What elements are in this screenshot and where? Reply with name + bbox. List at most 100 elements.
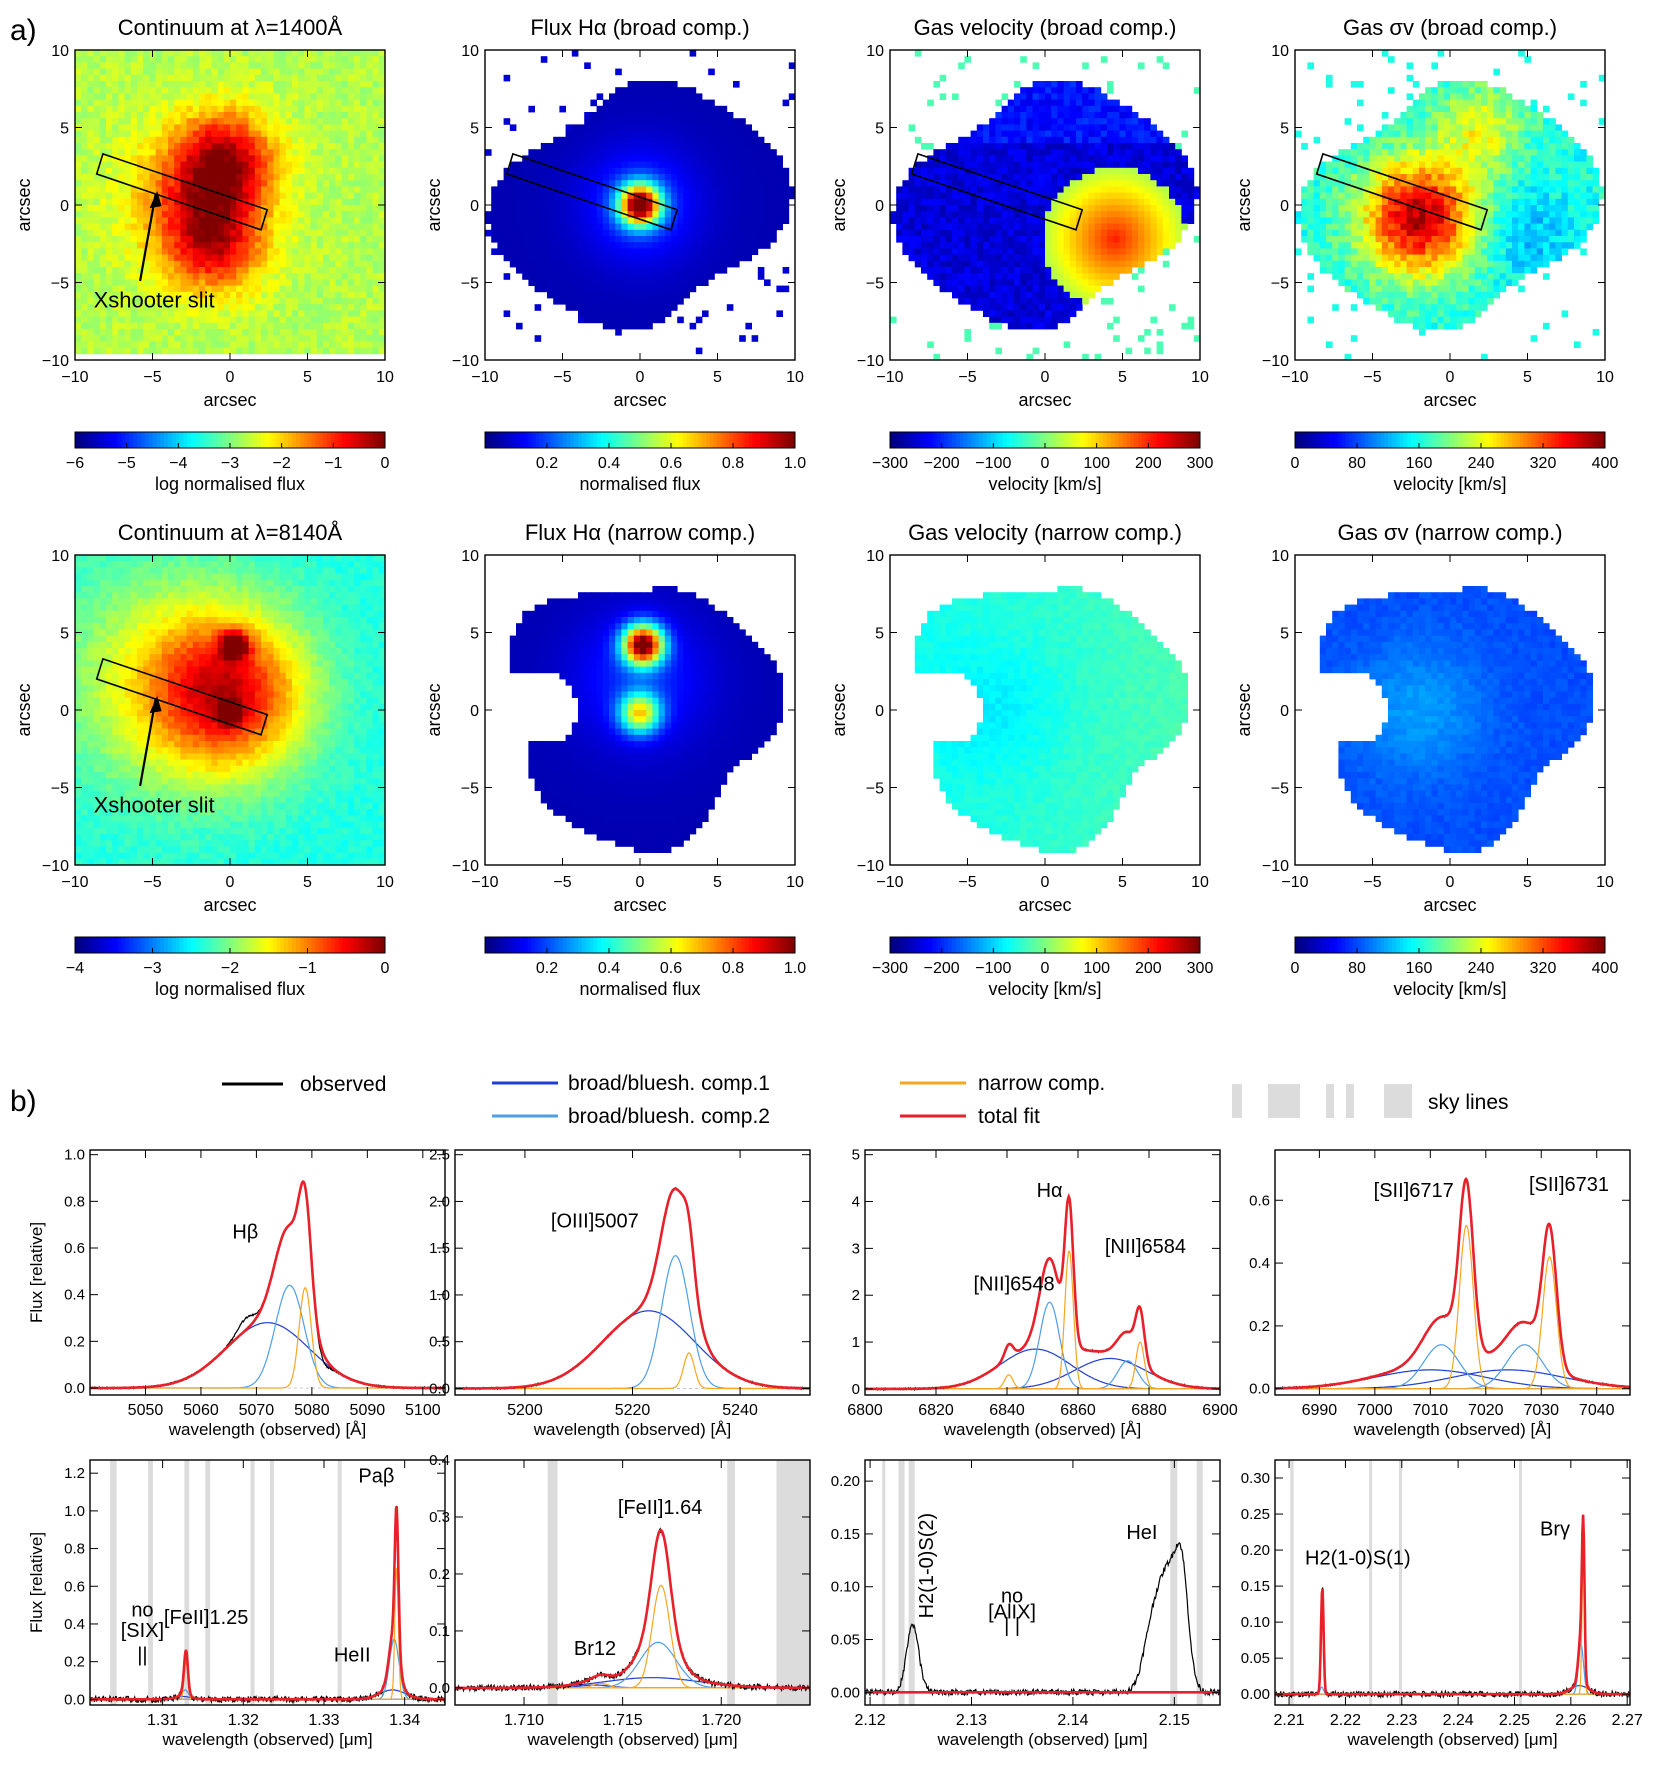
map-pixel	[112, 316, 119, 324]
map-pixel	[180, 74, 187, 82]
map-pixel	[310, 273, 318, 280]
map-pixel	[522, 242, 529, 249]
map-pixel	[155, 285, 163, 293]
map-pixel	[316, 50, 324, 57]
map-pixel	[503, 223, 511, 231]
map-pixel	[1007, 155, 1015, 162]
map-pixel	[99, 130, 107, 138]
map-pixel	[161, 174, 169, 181]
map-pixel	[81, 198, 88, 206]
map-pixel	[534, 335, 542, 342]
map-pixel	[633, 130, 641, 138]
map-pixel	[130, 316, 138, 324]
colorbar-segment	[717, 432, 722, 448]
map-pixel	[378, 56, 386, 63]
map-pixel	[81, 155, 88, 162]
map-pixel	[273, 99, 280, 107]
map-pixel	[983, 192, 990, 200]
map-pixel	[757, 223, 765, 231]
map-pixel	[285, 130, 293, 138]
map-pixel	[93, 50, 101, 57]
map-pixel	[1007, 260, 1015, 268]
map-pixel	[118, 329, 125, 336]
map-pixel	[503, 198, 511, 206]
colorbar-segment	[183, 432, 188, 448]
map-pixel	[93, 298, 101, 305]
map-pixel	[174, 74, 181, 82]
map-pixel	[584, 180, 591, 187]
map-pixel	[366, 74, 373, 82]
map-pixel	[378, 316, 386, 324]
map-pixel	[921, 180, 928, 187]
map-pixel	[75, 254, 82, 262]
map-pixel	[335, 347, 342, 355]
map-pixel	[323, 124, 330, 131]
map-pixel	[93, 155, 101, 162]
map-pixel	[118, 347, 125, 355]
map-pixel	[106, 87, 113, 94]
map-pixel	[366, 223, 373, 231]
map-pixel	[329, 56, 336, 63]
map-pixel	[522, 273, 529, 280]
map-pixel	[137, 341, 144, 348]
map-pixel	[914, 217, 922, 224]
map-pixel	[347, 236, 355, 243]
map-pixel	[571, 211, 579, 218]
map-pixel	[652, 205, 659, 212]
map-pixel	[714, 242, 721, 249]
map-pixel	[168, 242, 175, 249]
map-pixel	[976, 279, 984, 286]
map-pixel	[745, 248, 752, 255]
map-pixel	[335, 217, 342, 224]
map-pixel	[186, 50, 194, 57]
map-pixel	[168, 267, 175, 274]
map-pixel	[75, 335, 82, 342]
map-pixel	[958, 291, 965, 299]
map-pixel	[143, 50, 150, 57]
map-pixel	[1014, 316, 1021, 324]
map-pixel	[273, 155, 280, 162]
map-pixel	[292, 236, 299, 243]
map-pixel	[764, 198, 771, 206]
map-pixel	[976, 192, 984, 200]
map-pixel	[652, 229, 659, 237]
map-pixel	[81, 341, 88, 348]
map-pixel	[683, 248, 690, 255]
map-pixel	[130, 149, 138, 156]
map-pixel	[596, 304, 604, 311]
map-pixel	[347, 291, 355, 299]
map-pixel	[254, 279, 262, 286]
map-pixel	[671, 118, 678, 125]
map-pixel	[186, 347, 194, 355]
map-pixel	[161, 273, 169, 280]
map-pixel	[615, 198, 622, 206]
map-pixel	[149, 68, 156, 76]
map-pixel	[279, 105, 287, 113]
map-pixel	[329, 81, 336, 88]
colorbar-segment	[357, 432, 363, 448]
map-pixel	[609, 229, 616, 237]
map-pixel	[87, 329, 94, 336]
map-pixel	[316, 62, 324, 69]
map-pixel	[528, 236, 535, 243]
map-pixel	[199, 322, 206, 330]
map-pixel	[590, 167, 597, 175]
map-pixel	[106, 99, 113, 107]
colorbar-segment	[257, 432, 262, 448]
map-pixel	[1063, 124, 1071, 131]
map-pixel	[292, 316, 299, 324]
map-pixel	[378, 186, 386, 193]
map-pixel	[782, 186, 790, 193]
map-pixel	[316, 229, 324, 237]
map-pixel	[186, 198, 194, 206]
map-pixel	[341, 211, 349, 218]
map-pixel	[1051, 248, 1058, 255]
map-pixel	[782, 198, 790, 206]
map-pixel	[503, 273, 511, 280]
map-pixel	[720, 229, 728, 237]
map-pixel	[279, 68, 287, 76]
colorbar-segment	[531, 432, 536, 448]
map-pixel	[565, 242, 573, 249]
map-pixel	[677, 99, 684, 107]
map-pixel	[1051, 87, 1058, 94]
